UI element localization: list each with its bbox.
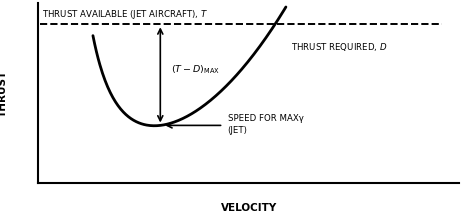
Text: $(T - D)_{\mathrm{MAX}}$: $(T - D)_{\mathrm{MAX}}$ <box>171 63 220 76</box>
Text: SPEED FOR MAXγ: SPEED FOR MAXγ <box>228 114 304 123</box>
Text: THRUST: THRUST <box>0 69 7 117</box>
Text: VELOCITY: VELOCITY <box>220 203 277 213</box>
Text: THRUST REQUIRED, $D$: THRUST REQUIRED, $D$ <box>291 41 387 53</box>
Text: (JET): (JET) <box>228 126 248 135</box>
Text: THRUST AVAILABLE (JET AIRCRAFT), $T$: THRUST AVAILABLE (JET AIRCRAFT), $T$ <box>43 8 208 21</box>
